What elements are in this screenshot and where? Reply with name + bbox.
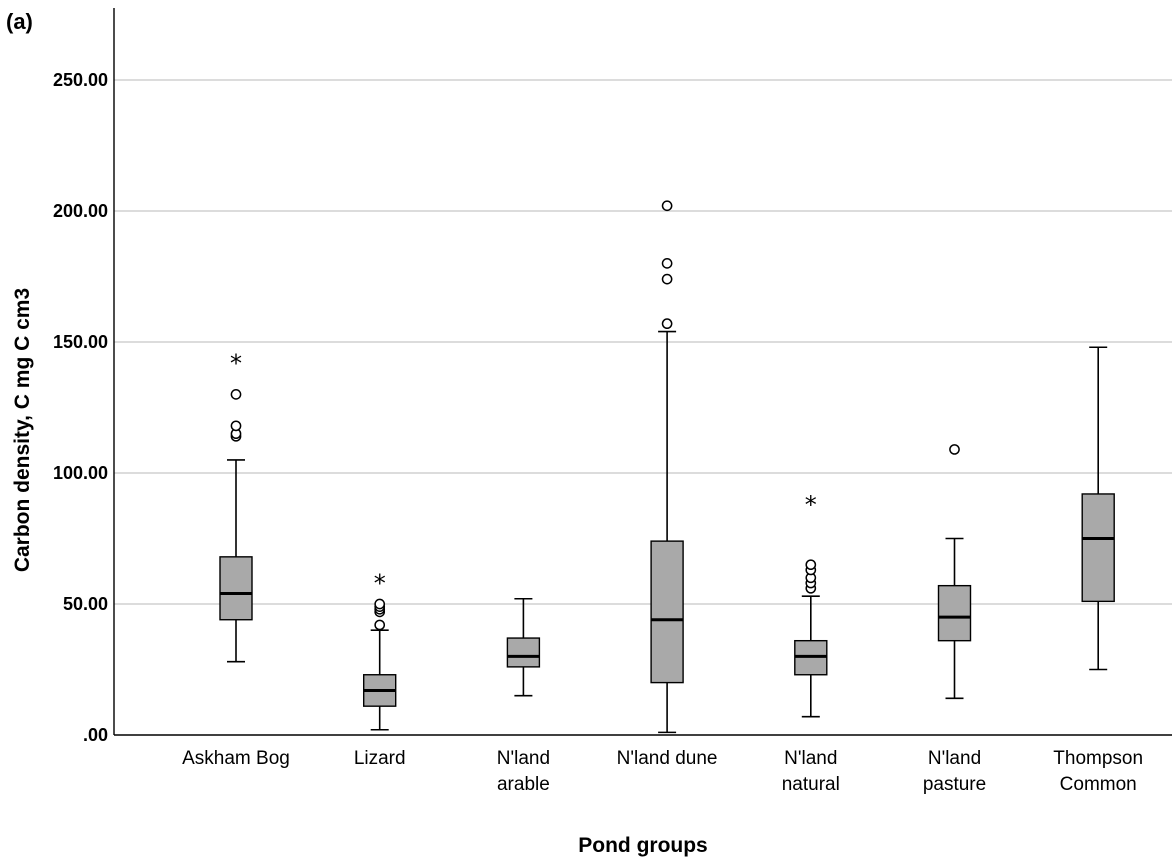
outlier-point (949, 444, 960, 455)
category-label: Askham Bog (182, 748, 290, 769)
box-group (1081, 346, 1115, 671)
y-tick-label: .00 (83, 725, 108, 745)
y-tick-labels: .00 50.00 100.00 150.00 200.00 250.00 (53, 70, 108, 745)
extreme-point: * (805, 491, 817, 519)
outlier-point (661, 273, 673, 285)
outlier-point (661, 200, 673, 212)
outlier-point (230, 389, 242, 400)
box-group: * (794, 491, 828, 718)
y-axis-title: Carbon density, C mg C cm3 (11, 288, 34, 572)
y-tick-label: 100.00 (53, 463, 108, 483)
category-label: N'land (784, 748, 837, 769)
boxes: * * * (219, 200, 1115, 734)
category-labels: Askham Bog Lizard N'land arable N'land dune N… (182, 748, 1143, 795)
box-group (937, 444, 972, 700)
grid-lines (114, 79, 1172, 605)
axes (113, 8, 1172, 736)
outlier-point (661, 318, 673, 330)
extreme-point: * (230, 349, 242, 377)
panel-label: (a) (6, 9, 33, 34)
category-label: Common (1060, 774, 1137, 795)
category-label: arable (497, 774, 550, 795)
category-label: pasture (923, 774, 986, 795)
category-label: Thompson (1053, 748, 1143, 769)
iqr-box (650, 540, 684, 684)
box-group (650, 200, 684, 734)
y-tick-label: 250.00 (53, 70, 108, 90)
outlier-point (374, 619, 386, 631)
iqr-box (1081, 493, 1115, 603)
outlier-point (661, 258, 673, 269)
box-group: * (219, 349, 253, 663)
category-label: N'land (497, 748, 550, 769)
iqr-box (219, 556, 253, 621)
y-tick-label: 50.00 (63, 594, 108, 614)
iqr-box (937, 584, 972, 642)
category-label: N'land (928, 748, 981, 769)
category-label: N'land dune (617, 748, 718, 769)
outlier-point (805, 559, 817, 571)
extreme-point: * (374, 569, 386, 597)
iqr-box (506, 637, 541, 668)
box-group (506, 597, 541, 697)
outlier-point (230, 420, 242, 432)
x-axis-title: Pond groups (578, 834, 708, 857)
category-label: Lizard (354, 748, 406, 769)
y-tick-label: 200.00 (53, 201, 108, 221)
box-group: * (363, 569, 397, 731)
category-label: natural (782, 774, 840, 795)
y-tick-label: 150.00 (53, 332, 108, 352)
outlier-point (374, 598, 386, 610)
